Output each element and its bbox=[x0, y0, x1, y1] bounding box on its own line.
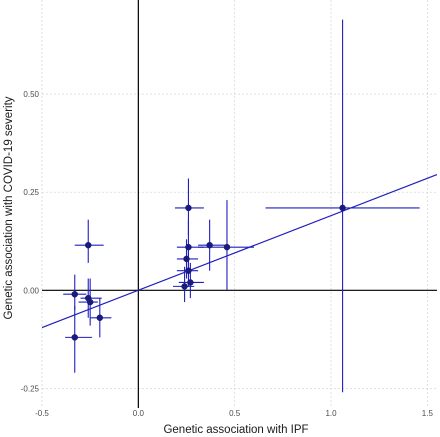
data-point bbox=[96, 314, 104, 322]
data-point bbox=[187, 279, 194, 286]
y-tick-labels: -0.25 0.00 0.25 0.50 bbox=[21, 90, 40, 393]
y-tick-label: -0.25 bbox=[21, 384, 40, 393]
grid bbox=[41, 0, 437, 408]
data-point bbox=[185, 267, 192, 274]
y-tick-label: 0.50 bbox=[23, 90, 39, 99]
y-tick-label: 0.25 bbox=[23, 188, 39, 197]
data-point bbox=[181, 283, 188, 290]
data-point bbox=[185, 243, 192, 251]
data-point bbox=[84, 294, 92, 302]
x-axis-title: Genetic association with IPF bbox=[163, 424, 308, 436]
data-point bbox=[183, 255, 190, 263]
zero-lines bbox=[42, 0, 437, 408]
data-point bbox=[339, 204, 346, 212]
data-point bbox=[185, 204, 192, 212]
data-point bbox=[206, 241, 213, 249]
data-point bbox=[71, 290, 79, 298]
x-tick-labels: -0.5 0.0 0.5 1.0 1.5 bbox=[35, 409, 433, 418]
x-tick-label: 0.5 bbox=[229, 409, 241, 418]
x-tick-label: -0.5 bbox=[35, 409, 49, 418]
x-tick-label: 1.5 bbox=[422, 409, 434, 418]
y-axis-title: Genetic association with COVID-19 severi… bbox=[3, 96, 15, 319]
y-tick-label: 0.00 bbox=[23, 286, 39, 295]
data-points bbox=[71, 204, 346, 341]
x-tick-label: 0.0 bbox=[133, 409, 145, 418]
data-point bbox=[84, 241, 92, 249]
error-bars bbox=[63, 19, 420, 393]
x-tick-label: 1.0 bbox=[325, 409, 337, 418]
fit-line bbox=[41, 174, 438, 329]
data-point bbox=[223, 243, 231, 251]
regression-line bbox=[41, 174, 438, 329]
data-point bbox=[71, 334, 79, 341]
